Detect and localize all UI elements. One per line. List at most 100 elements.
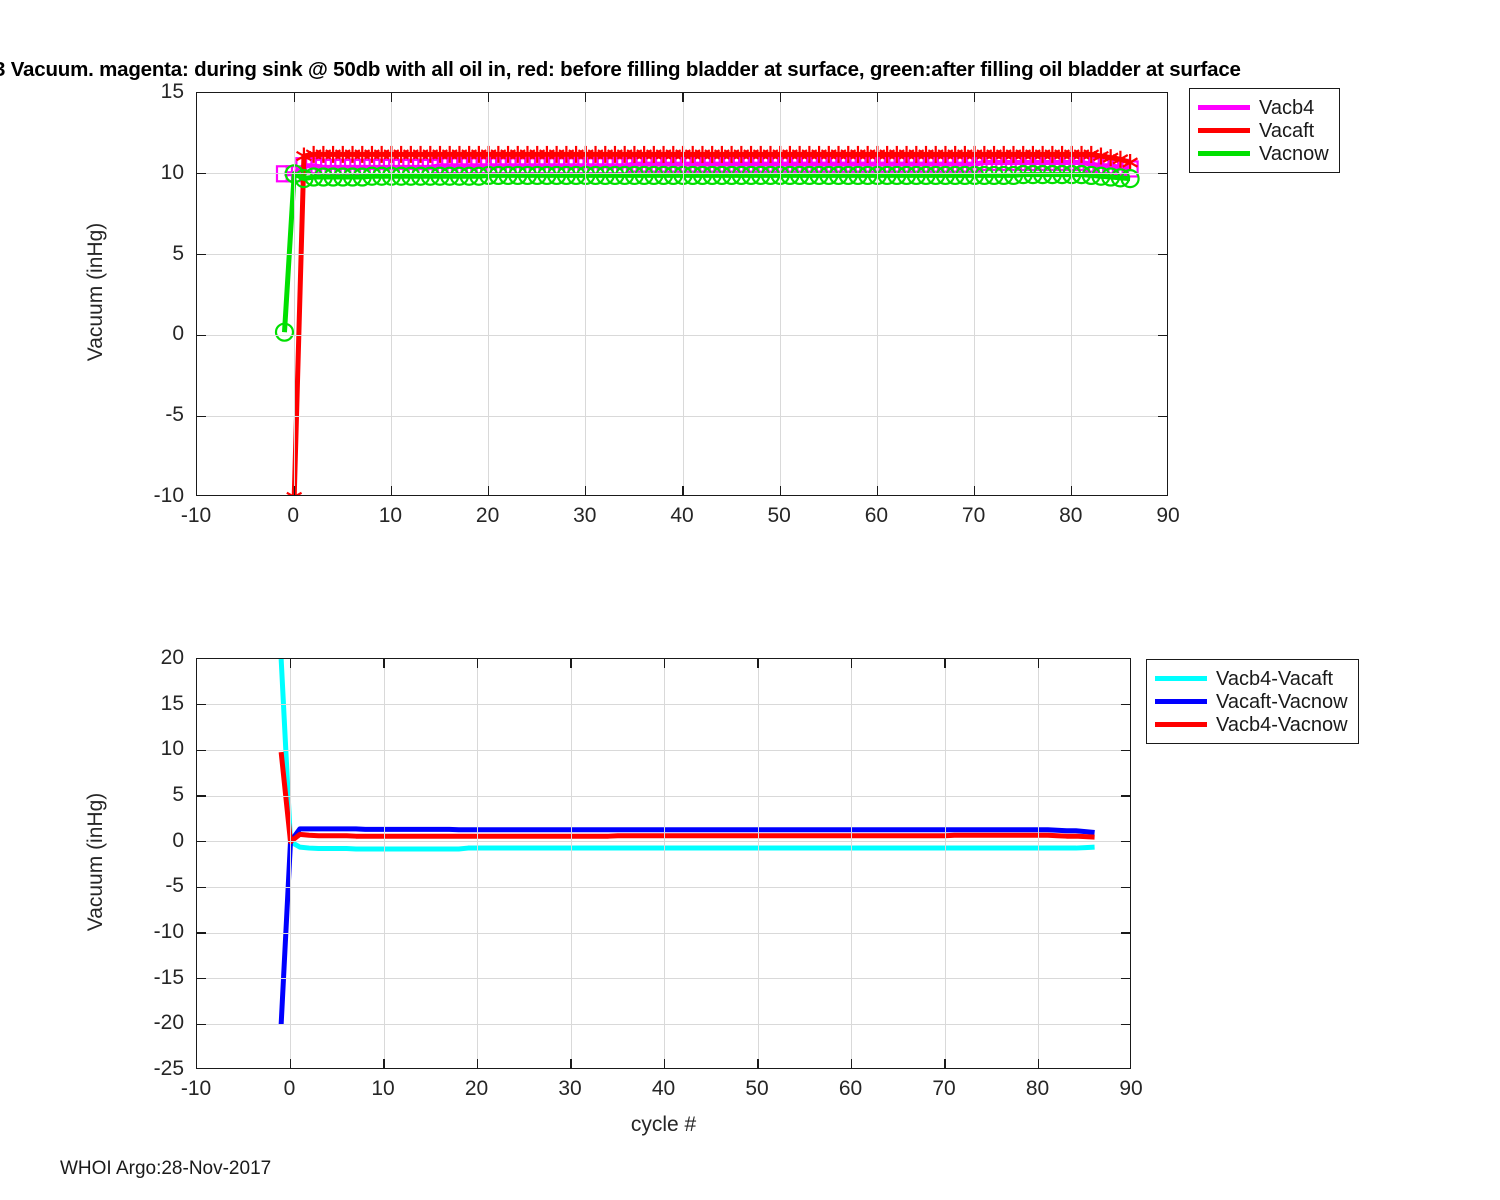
y-axis-tick-label: -15 bbox=[153, 965, 184, 989]
y-axis-tick bbox=[1121, 1023, 1130, 1026]
data-marker-circle bbox=[935, 165, 956, 186]
legend-swatch-vacb4-vacnow bbox=[1155, 722, 1207, 727]
data-marker-circle bbox=[916, 165, 936, 186]
x-axis-tick bbox=[876, 486, 879, 495]
y-axis-tick bbox=[1158, 253, 1167, 256]
data-marker-circle bbox=[517, 165, 538, 186]
data-marker-asterisk bbox=[295, 491, 303, 495]
data-marker-asterisk bbox=[296, 150, 312, 162]
data-marker-circle bbox=[741, 165, 761, 186]
data-marker-circle bbox=[906, 165, 926, 186]
gridline-vertical bbox=[664, 659, 665, 1068]
x-axis-tick bbox=[487, 486, 490, 495]
gridline-horizontal bbox=[197, 254, 1167, 256]
x-axis-tick bbox=[390, 486, 393, 495]
gridline-vertical bbox=[974, 93, 976, 495]
x-axis-tick-label: 40 bbox=[670, 504, 694, 527]
x-axis-tick bbox=[383, 1059, 385, 1068]
plot-area-vacuum-differences bbox=[196, 658, 1131, 1069]
series-vacb4-vacaft bbox=[278, 659, 1095, 852]
y-axis-tick-label: -20 bbox=[153, 1011, 184, 1035]
legend-item[interactable]: Vacb4-Vacnow bbox=[1155, 713, 1348, 736]
data-marker-circle bbox=[488, 165, 508, 186]
y-axis-tick-label: -25 bbox=[153, 1057, 184, 1080]
x-axis-tick-label: -10 bbox=[180, 1077, 212, 1100]
legend-vacuum-differences: Vacb4-Vacaft Vacaft-Vacnow Vacb4-Vacnow bbox=[1146, 659, 1359, 744]
y-axis-tick bbox=[197, 703, 206, 706]
y-axis-tick bbox=[1158, 173, 1167, 175]
data-marker-circle bbox=[391, 166, 411, 186]
x-axis-tick bbox=[585, 486, 587, 495]
legend-swatch-vacb4 bbox=[1198, 105, 1250, 110]
legend-label-vacb4-vacaft: Vacb4-Vacaft bbox=[1216, 667, 1334, 690]
data-marker-circle bbox=[537, 165, 557, 186]
gridline-horizontal bbox=[197, 795, 1130, 797]
series-line bbox=[291, 151, 1131, 495]
data-marker-circle bbox=[634, 165, 654, 186]
data-marker-circle bbox=[848, 165, 868, 186]
gridline-vertical bbox=[876, 93, 878, 495]
y-axis-tick-label: 10 bbox=[160, 160, 184, 184]
x-axis-tick bbox=[487, 93, 490, 102]
gridline-horizontal bbox=[197, 334, 1167, 336]
data-marker-circle bbox=[712, 165, 732, 186]
data-marker-circle bbox=[1042, 165, 1062, 185]
x-axis-tick-label: 10 bbox=[371, 1077, 395, 1100]
legend-item[interactable]: Vacb4 bbox=[1198, 96, 1329, 119]
data-marker-asterisk bbox=[1093, 150, 1109, 162]
legend-swatch-vacaft bbox=[1198, 128, 1250, 133]
legend-item[interactable]: Vacnow bbox=[1198, 142, 1329, 165]
data-marker-circle bbox=[780, 165, 800, 186]
y-axis-tick-label: 20 bbox=[160, 646, 184, 669]
data-marker-asterisk bbox=[286, 491, 293, 495]
x-axis-tick bbox=[779, 486, 781, 495]
y-axis-tick bbox=[1121, 840, 1130, 843]
data-marker-circle bbox=[566, 165, 586, 186]
x-axis-label-bottom: cycle # bbox=[630, 1113, 697, 1136]
x-axis-tick bbox=[850, 1059, 853, 1068]
gridline-horizontal bbox=[197, 415, 1167, 417]
data-marker-circle bbox=[313, 167, 333, 187]
data-marker-circle bbox=[362, 166, 382, 186]
data-marker-circle bbox=[410, 166, 431, 186]
gridline-vertical bbox=[682, 93, 684, 495]
y-axis-tick bbox=[1121, 703, 1130, 706]
y-axis-tick bbox=[197, 840, 206, 843]
data-marker-asterisk bbox=[1122, 157, 1139, 168]
data-marker-asterisk bbox=[1112, 154, 1129, 165]
x-axis-tick-label: 90 bbox=[1156, 504, 1180, 527]
data-marker-asterisk bbox=[1083, 149, 1100, 160]
data-marker-circle bbox=[527, 165, 547, 186]
data-marker-circle bbox=[1003, 165, 1024, 186]
series-layer-vacuum-differences bbox=[278, 659, 1095, 1025]
data-marker-circle bbox=[294, 169, 314, 189]
series-vacnow bbox=[274, 164, 1140, 342]
y-axis-tick-label: -5 bbox=[165, 874, 184, 898]
data-marker-circle bbox=[974, 165, 994, 186]
series-vacb4-vacnow bbox=[278, 751, 1095, 845]
data-marker-circle bbox=[449, 166, 470, 186]
series-line bbox=[278, 826, 1095, 1025]
legend-item[interactable]: Vacaft bbox=[1198, 119, 1329, 142]
x-axis-tick-label: 50 bbox=[745, 1077, 769, 1100]
y-axis-tick-label: -5 bbox=[165, 403, 184, 427]
gridline-horizontal bbox=[197, 704, 1130, 706]
x-axis-tick-label: 0 bbox=[283, 1077, 296, 1100]
y-axis-tick bbox=[1121, 749, 1130, 752]
series-line bbox=[278, 751, 1095, 845]
legend-item[interactable]: Vacb4-Vacaft bbox=[1155, 667, 1348, 690]
y-axis-tick bbox=[197, 932, 206, 934]
data-marker-circle bbox=[877, 165, 897, 186]
data-marker-circle bbox=[1091, 166, 1111, 186]
x-axis-tick bbox=[570, 659, 572, 668]
data-marker-circle bbox=[1033, 165, 1053, 185]
legend-item[interactable]: Vacaft-Vacnow bbox=[1155, 690, 1348, 713]
x-axis-tick-label: 60 bbox=[864, 504, 889, 527]
gridline-horizontal bbox=[197, 173, 1167, 175]
y-axis-tick bbox=[197, 977, 206, 980]
x-axis-tick bbox=[293, 93, 295, 102]
x-axis-tick bbox=[476, 1059, 479, 1068]
data-marker-circle bbox=[1110, 168, 1131, 188]
legend-label-vacnow: Vacnow bbox=[1259, 142, 1329, 165]
x-axis-tick bbox=[663, 1059, 666, 1068]
